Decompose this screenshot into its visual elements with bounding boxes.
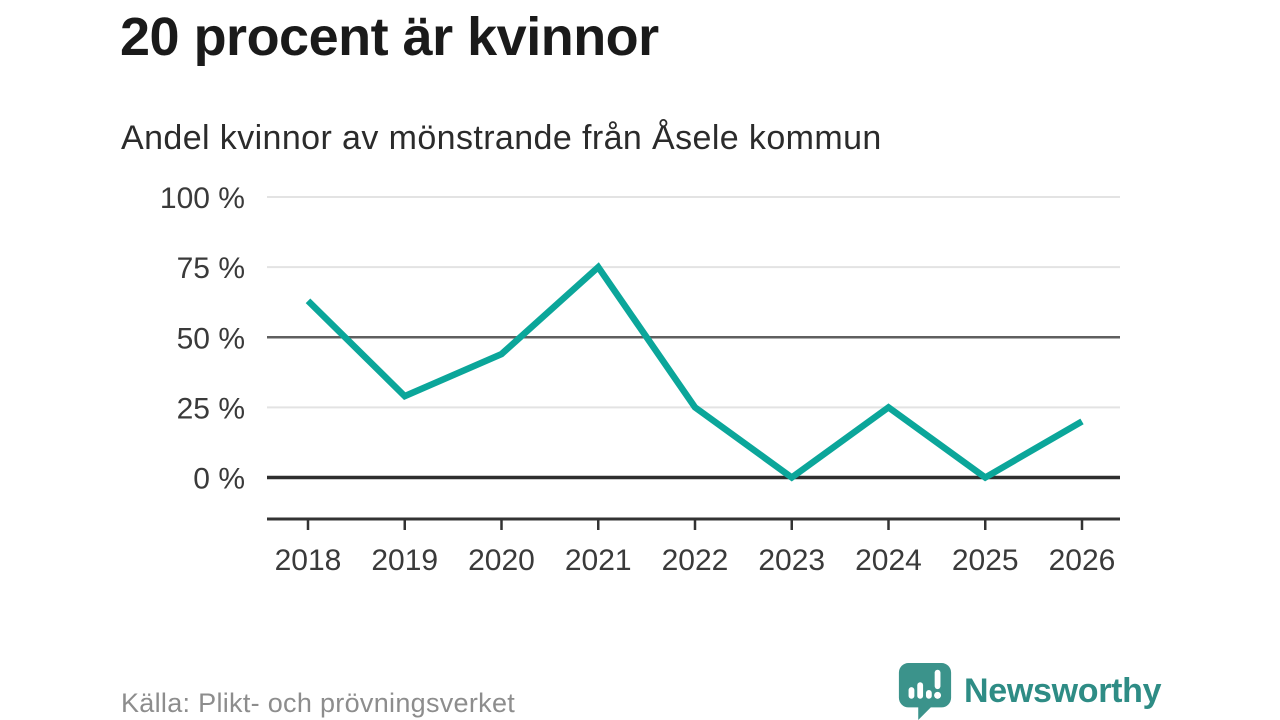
x-axis-label: 2023	[758, 544, 825, 577]
y-axis-label: 0 %	[193, 463, 245, 496]
brand-wordmark: Newsworthy	[964, 671, 1162, 710]
page-title: 20 procent är kvinnor	[120, 7, 659, 67]
x-axis-label: 2022	[662, 544, 729, 577]
x-axis-label: 2026	[1049, 544, 1116, 577]
x-axis-label: 2025	[952, 544, 1019, 577]
y-axis-label: 50 %	[177, 322, 245, 355]
page-subtitle: Andel kvinnor av mönstrande från Åsele k…	[121, 119, 882, 157]
source-note: Källa: Plikt- och prövningsverket	[121, 688, 516, 718]
y-axis-label: 25 %	[177, 392, 245, 425]
x-axis-label: 2024	[855, 544, 922, 577]
y-axis-label: 100 %	[160, 182, 245, 215]
data-series-line	[305, 262, 1084, 482]
y-axis-label: 75 %	[177, 252, 245, 285]
x-axis-label: 2021	[565, 544, 632, 577]
x-axis-label: 2019	[371, 544, 438, 577]
x-axis-label: 2020	[468, 544, 535, 577]
newsworthy-logo: Newsworthy	[897, 662, 1162, 720]
x-axis-label: 2018	[275, 544, 342, 577]
bar-chart-speech-bubble-icon	[898, 662, 952, 720]
